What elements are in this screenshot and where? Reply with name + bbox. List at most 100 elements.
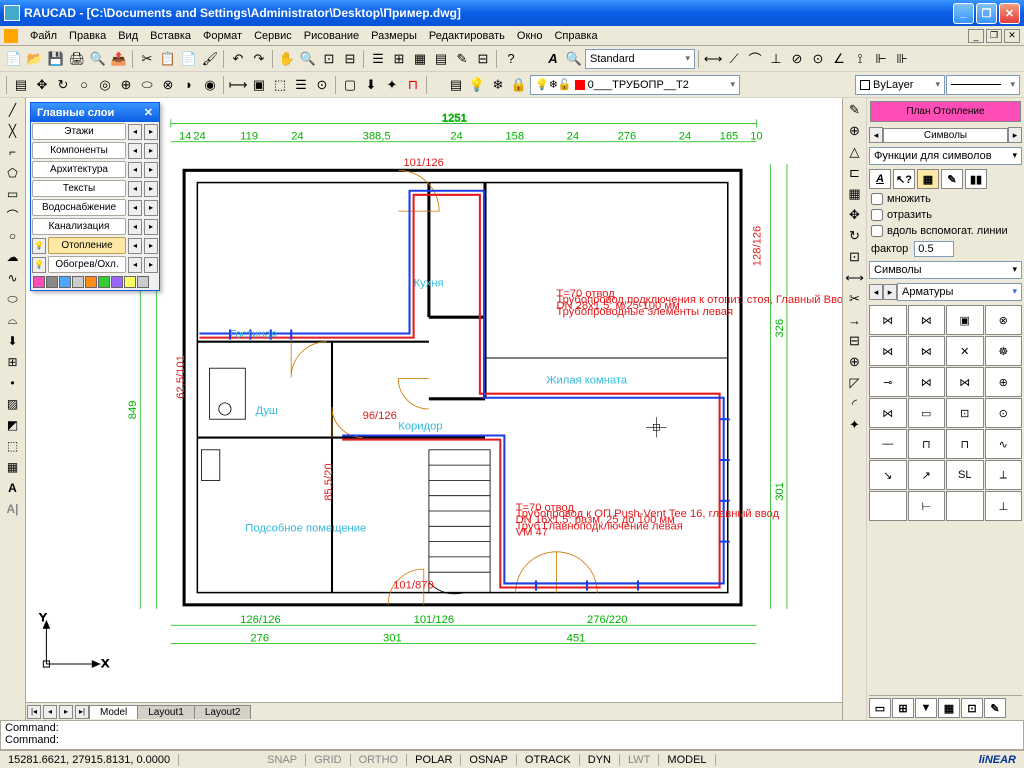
close-button[interactable]: ✕: [999, 3, 1020, 24]
donut-icon[interactable]: ◉: [200, 75, 220, 95]
color-swatch[interactable]: [59, 276, 71, 288]
symbol-cell[interactable]: ⊡: [946, 398, 984, 428]
mdi-restore[interactable]: ❐: [986, 29, 1002, 43]
markup-icon[interactable]: ✎: [452, 49, 472, 69]
trim-icon[interactable]: ✂: [845, 289, 865, 309]
cat-next-icon[interactable]: ▸: [883, 284, 897, 300]
sheet-icon[interactable]: ▤: [431, 49, 451, 69]
undo-icon[interactable]: ↶: [228, 49, 248, 69]
symbol-cell[interactable]: ⊕: [985, 367, 1023, 397]
block-icon[interactable]: ▢: [340, 75, 360, 95]
layer-right-icon[interactable]: ▸: [144, 200, 158, 216]
symbol-cell[interactable]: —: [869, 429, 907, 459]
layer-combo[interactable]: 💡❄🔓 0___ТРУБОПР__Т2▾: [530, 75, 740, 95]
menu-modify[interactable]: Редактировать: [423, 28, 511, 44]
menu-view[interactable]: Вид: [112, 28, 144, 44]
functions-combo[interactable]: Функции для символов▾: [869, 147, 1022, 165]
opt-grid-button[interactable]: ▦: [917, 169, 939, 189]
layer-mgr-icon[interactable]: ▤: [446, 75, 466, 95]
menu-format[interactable]: Формат: [197, 28, 248, 44]
layer-bulb-icon[interactable]: 💡: [32, 238, 46, 254]
layer-bulb-icon[interactable]: 💡: [32, 257, 46, 273]
match-icon[interactable]: 🖌: [200, 49, 220, 69]
command-line[interactable]: Command: Command:: [0, 720, 1024, 750]
layer-left-icon[interactable]: ◂: [128, 124, 142, 140]
factor-input[interactable]: [914, 241, 954, 257]
extend-icon[interactable]: →: [845, 310, 865, 330]
designcenter-icon[interactable]: ⊞: [389, 49, 409, 69]
menu-file[interactable]: Файл: [24, 28, 63, 44]
opt-pencil-button[interactable]: ✎: [941, 169, 963, 189]
bt3-icon[interactable]: ▼: [915, 698, 937, 718]
tab-prev-icon[interactable]: ◂: [43, 705, 57, 719]
minimize-button[interactable]: _: [953, 3, 974, 24]
gradient-icon[interactable]: ◩: [3, 415, 23, 435]
zoom-win-icon[interactable]: ⊡: [319, 49, 339, 69]
text-find-icon[interactable]: 🔍: [564, 49, 584, 69]
help-icon[interactable]: ?: [501, 49, 521, 69]
region-icon[interactable]: ⬚: [270, 75, 290, 95]
layer-button[interactable]: Тексты: [32, 180, 126, 197]
copy-icon[interactable]: 📋: [158, 49, 178, 69]
circle3-icon[interactable]: ⊕: [116, 75, 136, 95]
symbols-next-icon[interactable]: ▸: [1008, 127, 1022, 143]
cut-icon[interactable]: ✂: [137, 49, 157, 69]
symbol-cell[interactable]: ⋈: [869, 305, 907, 335]
layer-left-icon[interactable]: ◂: [128, 238, 142, 254]
symbol-cell[interactable]: ⋈: [869, 398, 907, 428]
list-icon[interactable]: ☰: [291, 75, 311, 95]
circle-icon[interactable]: ○: [74, 75, 94, 95]
menu-dimension[interactable]: Размеры: [365, 28, 423, 44]
paste-icon[interactable]: 📄: [179, 49, 199, 69]
new-icon[interactable]: 📄: [4, 49, 24, 69]
color-swatch[interactable]: [46, 276, 58, 288]
symbol-cell[interactable]: ∿: [985, 429, 1023, 459]
opt-cursor-button[interactable]: ↖?: [893, 169, 915, 189]
lwt-toggle[interactable]: LWT: [620, 754, 659, 766]
symbol-cell[interactable]: [869, 491, 907, 521]
cat-prev-icon[interactable]: ◂: [869, 284, 883, 300]
mirror-checkbox[interactable]: [871, 209, 883, 221]
rotate-icon[interactable]: ↻: [53, 75, 73, 95]
region2-icon[interactable]: ⬚: [3, 436, 23, 456]
print-icon[interactable]: 🖨: [67, 49, 87, 69]
insert-icon[interactable]: ⬇: [361, 75, 381, 95]
layer-right-icon[interactable]: ▸: [144, 238, 158, 254]
symbol-cell[interactable]: ⋈: [908, 336, 946, 366]
zoom-rt-icon[interactable]: 🔍: [298, 49, 318, 69]
symbol-cell[interactable]: ⋈: [908, 367, 946, 397]
bt4-icon[interactable]: ▦: [938, 698, 960, 718]
mdi-close[interactable]: ✕: [1004, 29, 1020, 43]
layer-button[interactable]: Этажи: [32, 123, 126, 140]
arc-icon[interactable]: ◗: [179, 75, 199, 95]
color-swatch[interactable]: [111, 276, 123, 288]
arc2-icon[interactable]: ⌒: [3, 205, 23, 225]
magnet-icon[interactable]: ⊓: [403, 75, 423, 95]
layer-right-icon[interactable]: ▸: [144, 257, 158, 273]
offset-icon[interactable]: ⊏: [845, 163, 865, 183]
rotate2-icon[interactable]: ↻: [845, 226, 865, 246]
move-icon[interactable]: ✥: [32, 75, 52, 95]
xline-icon[interactable]: ╳: [3, 121, 23, 141]
tab-next-icon[interactable]: ▸: [59, 705, 73, 719]
layers-panel-title[interactable]: Главные слои✕: [31, 103, 159, 122]
menu-service[interactable]: Сервис: [248, 28, 298, 44]
zoom-prev-icon[interactable]: ⊟: [340, 49, 360, 69]
symbol-cell[interactable]: ⋈: [908, 305, 946, 335]
layer-right-icon[interactable]: ▸: [144, 162, 158, 178]
layer-right-icon[interactable]: ▸: [144, 124, 158, 140]
insert2-icon[interactable]: ⬇: [3, 331, 23, 351]
copy2-icon[interactable]: ⊕: [845, 121, 865, 141]
multiply-checkbox[interactable]: [871, 193, 883, 205]
ellipse-icon[interactable]: ⬭: [137, 75, 157, 95]
layer-button[interactable]: Водоснабжение: [32, 199, 126, 216]
dyn-toggle[interactable]: DYN: [580, 754, 620, 766]
symbol-cell[interactable]: ⊢: [908, 491, 946, 521]
layer-button[interactable]: Обогрев/Охл.: [48, 256, 126, 273]
polygon-icon[interactable]: ⬠: [3, 163, 23, 183]
move2-icon[interactable]: ✥: [845, 205, 865, 225]
symbol-cell[interactable]: ⊙: [985, 398, 1023, 428]
tab-model[interactable]: Model: [89, 705, 138, 719]
color-swatch[interactable]: [124, 276, 136, 288]
hatch-icon[interactable]: ▨: [3, 394, 23, 414]
